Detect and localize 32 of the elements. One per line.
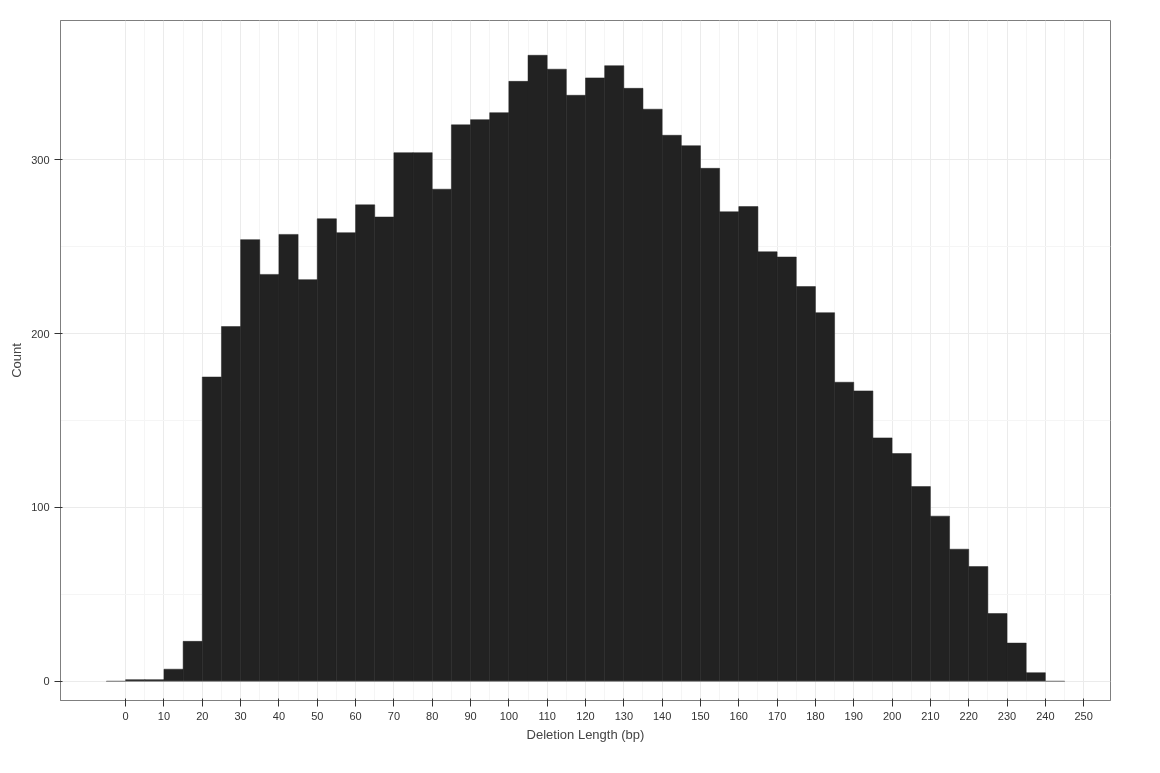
x-tick-label: 20 — [196, 709, 209, 722]
x-tick-label: 10 — [157, 709, 171, 722]
x-tick-label: 210 — [921, 709, 940, 722]
x-tick-label: 90 — [464, 709, 477, 722]
x-tick-label: 180 — [806, 709, 825, 722]
x-tick-label: 250 — [1074, 709, 1093, 722]
x-tick-label: 30 — [234, 709, 247, 722]
y-tick-label: 300 — [31, 153, 50, 166]
x-tick-label: 120 — [576, 709, 595, 722]
x-tick-label: 190 — [844, 709, 863, 722]
x-tick-label: 130 — [614, 709, 633, 722]
x-tick-label: 100 — [499, 709, 519, 722]
x-tick-label: 110 — [538, 709, 556, 722]
x-tick-label: 220 — [959, 709, 978, 722]
y-axis-title: Count — [9, 342, 25, 378]
x-axis-title: Deletion Length (bp) — [526, 726, 645, 742]
x-tick-label: 60 — [349, 709, 362, 722]
y-tick-label: 200 — [31, 327, 50, 340]
x-tick-label: 50 — [311, 709, 324, 722]
x-tick-label: 200 — [882, 709, 902, 722]
x-tick-label: 140 — [652, 709, 672, 722]
x-tick-label: 0 — [122, 709, 129, 722]
x-tick-label: 230 — [997, 709, 1017, 722]
x-tick-label: 70 — [387, 709, 401, 722]
x-tick-label: 80 — [426, 709, 439, 722]
x-tick-label: 150 — [691, 709, 710, 722]
x-tick-label: 160 — [729, 709, 748, 722]
x-tick-label: 40 — [272, 709, 286, 722]
y-tick-label: 0 — [43, 675, 50, 688]
x-tick-label: 170 — [767, 709, 787, 722]
x-tick-label: 240 — [1036, 709, 1055, 722]
y-tick-label: 100 — [31, 501, 50, 514]
